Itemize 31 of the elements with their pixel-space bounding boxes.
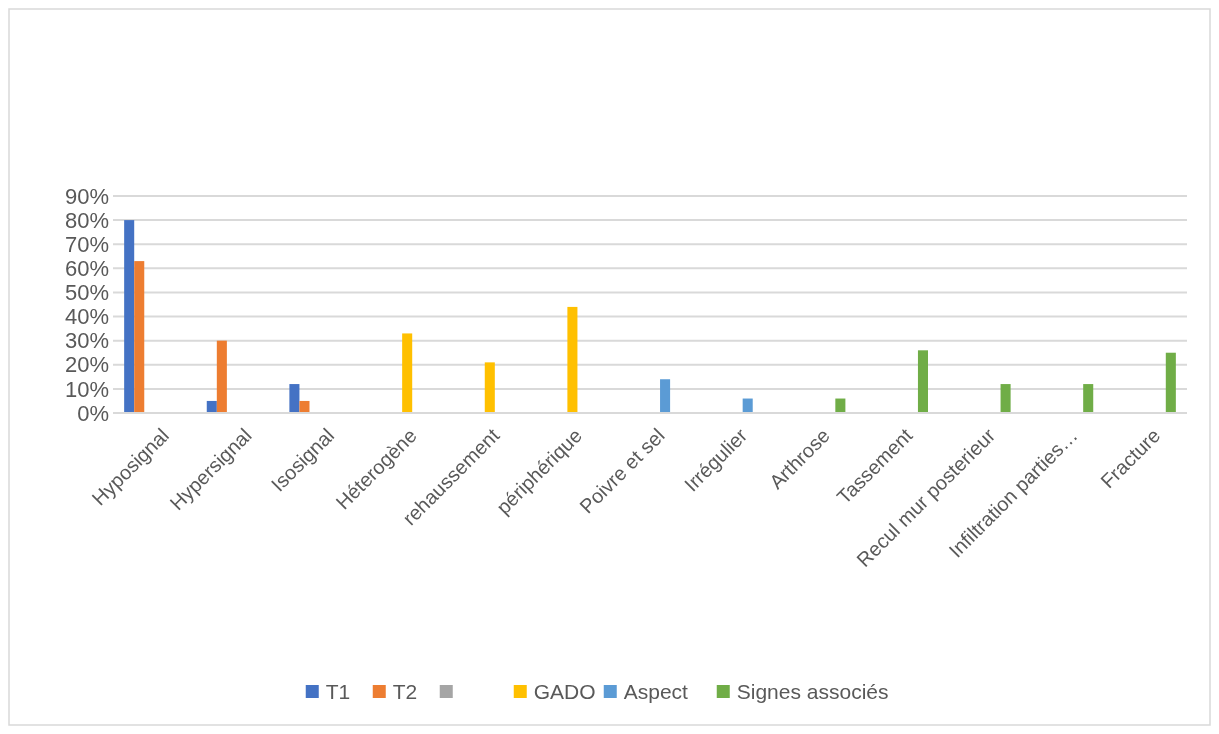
bar [289, 384, 300, 413]
legend-label: GADO [533, 680, 596, 704]
y-tick-label: 40% [64, 304, 109, 330]
y-tick-label: 0% [77, 400, 109, 426]
bar [299, 400, 310, 413]
bar [206, 400, 217, 413]
y-tick-label: 10% [64, 376, 109, 402]
bar [1083, 384, 1094, 413]
bar [917, 350, 928, 413]
legend-label: T2 [392, 680, 418, 704]
bar [1165, 352, 1176, 413]
bar [124, 220, 135, 413]
legend-label: T1 [325, 680, 351, 704]
bar [216, 340, 227, 413]
y-tick-label: 50% [64, 280, 109, 306]
y-tick-label: 20% [64, 352, 109, 378]
bar [567, 306, 578, 413]
bar [484, 362, 495, 413]
y-tick-label: 70% [64, 231, 109, 257]
bar [742, 398, 753, 413]
bar [835, 398, 846, 413]
y-tick-label: 30% [64, 328, 109, 354]
y-tick-label: 80% [64, 207, 109, 233]
legend-label: Aspect [623, 680, 689, 704]
legend-label: Signes associés [736, 680, 889, 704]
y-tick-label: 60% [64, 256, 109, 282]
bar [134, 261, 145, 413]
bar [402, 333, 413, 413]
bar [1000, 384, 1011, 413]
y-tick-label: 90% [64, 183, 109, 209]
bar [660, 379, 671, 413]
